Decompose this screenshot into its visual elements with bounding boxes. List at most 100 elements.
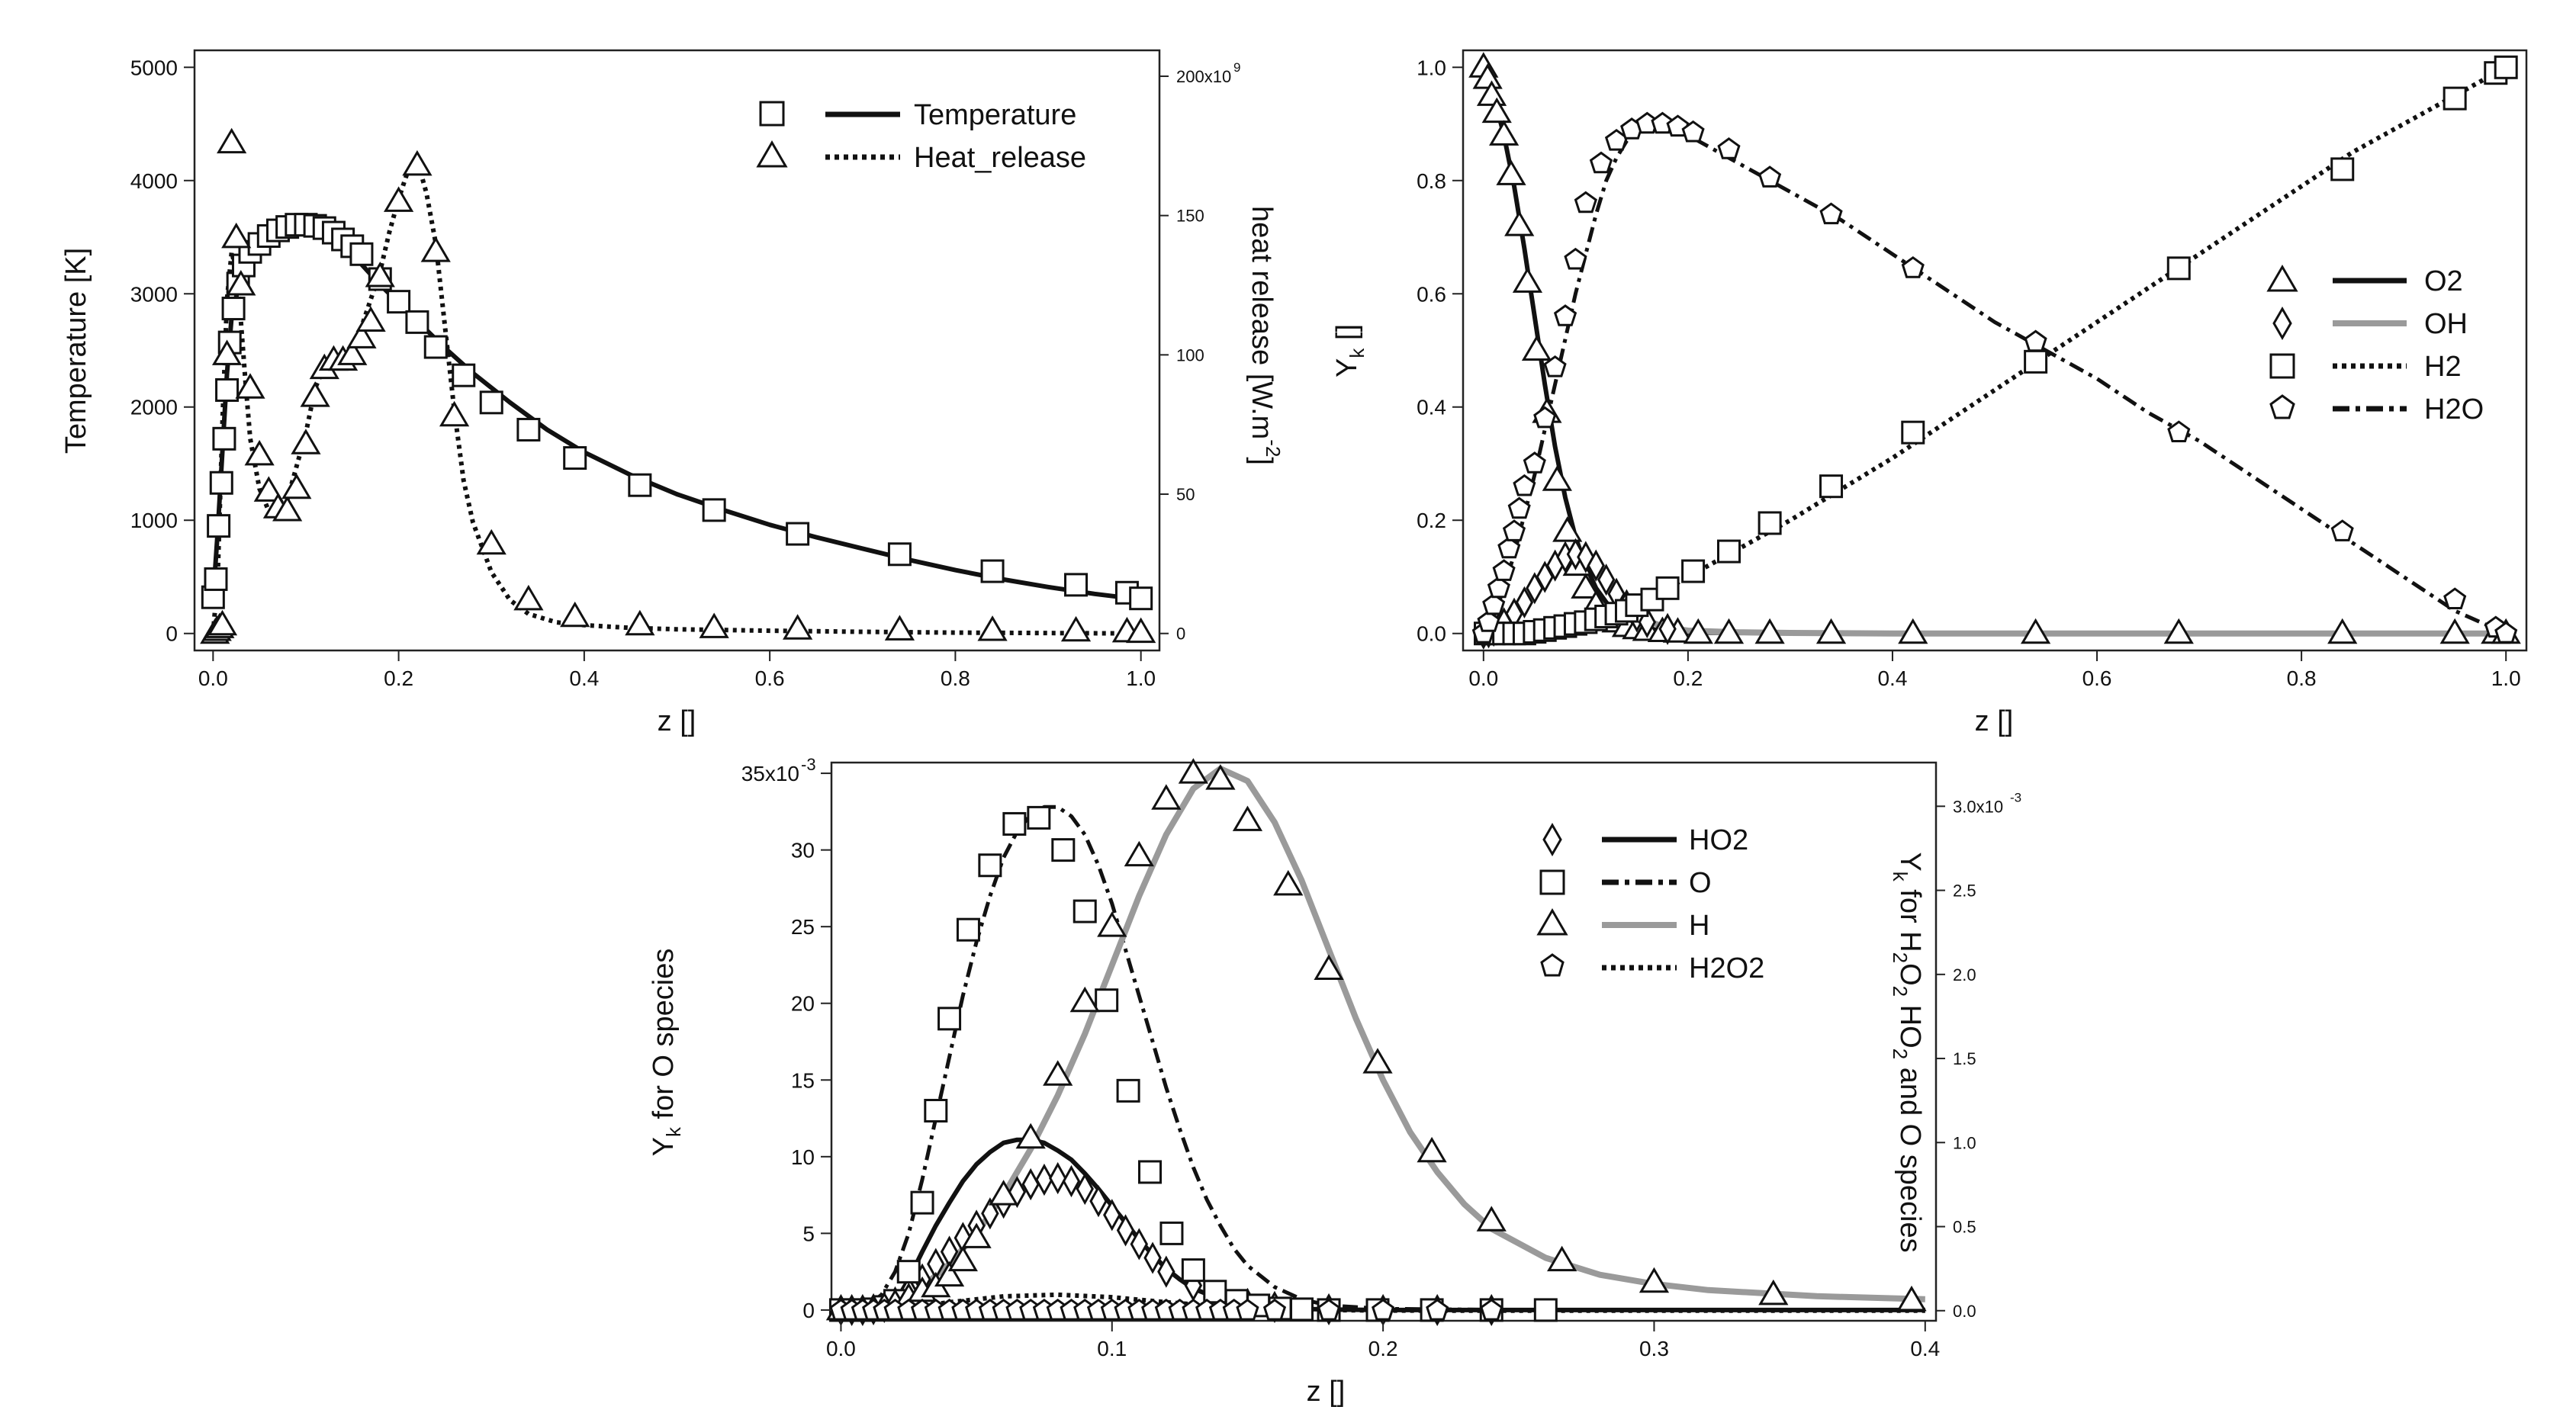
point-o xyxy=(1181,1258,1205,1283)
point-heat-release xyxy=(207,609,238,636)
y-tick-label: 0 xyxy=(166,622,178,646)
point-o xyxy=(924,1098,948,1122)
y2-tick-label: 0.0 xyxy=(1953,1302,1976,1321)
point-h2o xyxy=(2443,587,2467,609)
point-h2 xyxy=(1717,539,1741,564)
point-temperature xyxy=(479,390,503,415)
x-tick-label: 0.4 xyxy=(1910,1337,1940,1360)
point-heat-release xyxy=(783,614,813,640)
point-o2 xyxy=(1496,159,1526,185)
series-line-o2 xyxy=(1481,66,2507,636)
point-heat-release xyxy=(977,615,1008,641)
point-h xyxy=(1015,1122,1046,1149)
point-ho2 xyxy=(981,1197,999,1230)
plot-frame xyxy=(1462,49,2528,652)
point-h2o xyxy=(1758,165,1782,188)
point-o xyxy=(937,1007,962,1031)
y2-tick-label: 2.0 xyxy=(1953,965,1976,984)
point-temperature xyxy=(1064,573,1089,597)
legend-label-o2: O2 xyxy=(2424,265,2463,297)
point-ho2 xyxy=(1130,1228,1149,1261)
point-ho2 xyxy=(1035,1163,1053,1196)
legend-label-heat-release: Heat_release xyxy=(914,142,1086,174)
point-h2o xyxy=(1487,576,1510,599)
y-tick-label: 15 xyxy=(791,1068,815,1092)
x-tick-label: 0.0 xyxy=(826,1337,856,1360)
y-tick-label: 0.4 xyxy=(1417,396,1446,419)
y-axis: 0 5 10 15 20 25 30 35x10 -3 xyxy=(741,755,831,1322)
point-oh xyxy=(1597,564,1616,596)
point-heat-release xyxy=(217,127,247,154)
point-heat-release xyxy=(337,339,368,365)
point-temperature xyxy=(628,473,652,497)
point-ho2 xyxy=(1157,1255,1175,1288)
point-temperature xyxy=(887,542,912,567)
point-temperature xyxy=(423,335,448,359)
point-h xyxy=(1124,840,1154,867)
point-h2o xyxy=(1533,406,1557,429)
y-tick-label: 0 xyxy=(802,1299,815,1322)
x-tick-label: 0.6 xyxy=(2082,666,2112,690)
legend-marker-triangle-icon xyxy=(1536,908,1568,936)
y2-axis: 0 50 100 150 200x10 9 xyxy=(1159,60,1240,644)
y2-axis-label: Yk for H2O2 HO2 and O species xyxy=(1889,852,1926,1252)
x-tick-label: 1.0 xyxy=(1126,666,1156,690)
point-o2 xyxy=(2020,618,2051,644)
point-h2 xyxy=(1681,559,1706,583)
point-heat-release xyxy=(346,323,377,348)
point-o xyxy=(1051,838,1076,862)
x-axis: 0.0 0.2 0.4 0.6 0.8 1.0 xyxy=(198,650,1156,690)
x-tick-label: 0.4 xyxy=(569,666,599,690)
point-o xyxy=(1073,899,1097,923)
point-h xyxy=(1314,954,1344,980)
point-o2 xyxy=(1571,573,1601,599)
point-h xyxy=(947,1245,978,1272)
point-h2o xyxy=(1497,536,1521,559)
point-o2 xyxy=(2163,618,2194,644)
point-o xyxy=(1290,1297,1314,1322)
point-h2o2 xyxy=(1236,1298,1259,1321)
point-h2 xyxy=(1655,576,1680,600)
y-tick-label: 0.8 xyxy=(1417,169,1446,193)
point-ho2 xyxy=(1076,1172,1094,1206)
y-axis: 0.0 0.2 0.4 0.6 0.8 1.0 xyxy=(1417,56,1463,646)
point-temperature xyxy=(221,297,246,321)
point-heat-release xyxy=(402,149,433,176)
point-o2 xyxy=(1488,120,1520,146)
y2-tick-label: 50 xyxy=(1176,485,1195,504)
legend: HO2 O H H2O2 xyxy=(1536,823,1764,984)
point-temperature xyxy=(702,498,726,522)
point-temperature xyxy=(1129,586,1153,611)
point-o2 xyxy=(1754,618,1785,644)
y-tick-multiplier: -3 xyxy=(801,755,816,774)
plot-frame xyxy=(193,49,1161,652)
point-heat-release xyxy=(291,429,321,454)
point-heat-release xyxy=(560,601,590,628)
point-heat-release xyxy=(420,236,451,262)
series-layer xyxy=(1468,52,2521,650)
series-line-temperature xyxy=(211,222,1142,602)
y-axis-label: Temperature [K] xyxy=(60,248,92,454)
point-heat-release xyxy=(235,373,265,399)
point-h2o xyxy=(1564,247,1587,270)
point-h2o xyxy=(2024,329,2047,352)
point-o2 xyxy=(2439,618,2470,644)
point-ho2 xyxy=(1048,1161,1067,1195)
point-heat-release xyxy=(272,495,303,522)
panel-temperature-heat-release: 0.0 0.2 0.4 0.6 0.8 1.0 010002000300040005000… xyxy=(60,49,1285,737)
series-line-h xyxy=(841,766,1925,1313)
point-heat-release xyxy=(699,612,729,638)
point-o xyxy=(1138,1160,1163,1184)
point-oh xyxy=(1587,549,1605,582)
y-tick-label: 1000 xyxy=(130,509,178,532)
legend-label-h: H xyxy=(1689,910,1709,942)
series-layer xyxy=(200,127,1156,644)
point-h2o xyxy=(1553,304,1577,326)
point-o xyxy=(1116,1078,1140,1103)
point-h xyxy=(1097,911,1127,937)
x-tick-label: 0.8 xyxy=(941,666,970,690)
y-tick-label: 30 xyxy=(791,839,815,862)
point-o2 xyxy=(1521,335,1552,361)
point-temperature xyxy=(405,310,429,334)
x-axis: 0.0 0.1 0.2 0.3 0.4 xyxy=(826,1321,1940,1360)
